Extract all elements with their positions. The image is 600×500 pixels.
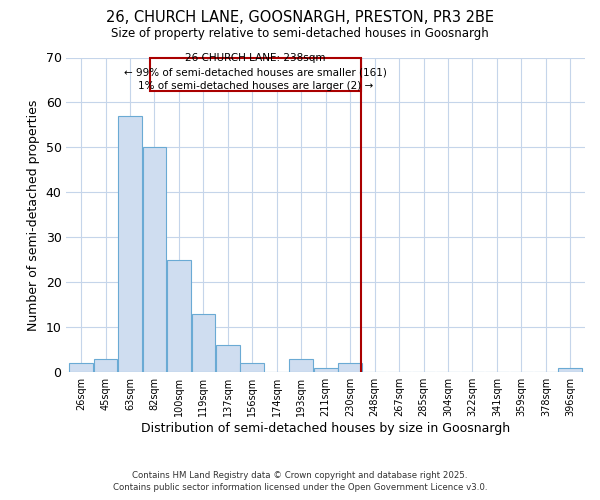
Bar (191, 314, 215, 372)
Bar (559, 368, 582, 372)
Bar (143, 148, 166, 372)
Bar (216, 345, 240, 372)
FancyBboxPatch shape (149, 58, 361, 91)
Text: 26 CHURCH LANE: 238sqm
← 99% of semi-detached houses are smaller (161)
1% of sem: 26 CHURCH LANE: 238sqm ← 99% of semi-det… (124, 53, 387, 91)
Bar (167, 260, 191, 372)
Bar (69, 363, 93, 372)
X-axis label: Distribution of semi-detached houses by size in Goosnargh: Distribution of semi-detached houses by … (141, 422, 510, 435)
Y-axis label: Number of semi-detached properties: Number of semi-detached properties (27, 99, 40, 330)
Bar (289, 358, 313, 372)
Bar (94, 358, 118, 372)
Text: Size of property relative to semi-detached houses in Goosnargh: Size of property relative to semi-detach… (111, 28, 489, 40)
Text: 26, CHURCH LANE, GOOSNARGH, PRESTON, PR3 2BE: 26, CHURCH LANE, GOOSNARGH, PRESTON, PR3… (106, 10, 494, 25)
Text: Contains HM Land Registry data © Crown copyright and database right 2025.
Contai: Contains HM Land Registry data © Crown c… (113, 471, 487, 492)
Bar (241, 363, 264, 372)
Bar (338, 363, 362, 372)
Bar (314, 368, 338, 372)
Bar (118, 116, 142, 372)
